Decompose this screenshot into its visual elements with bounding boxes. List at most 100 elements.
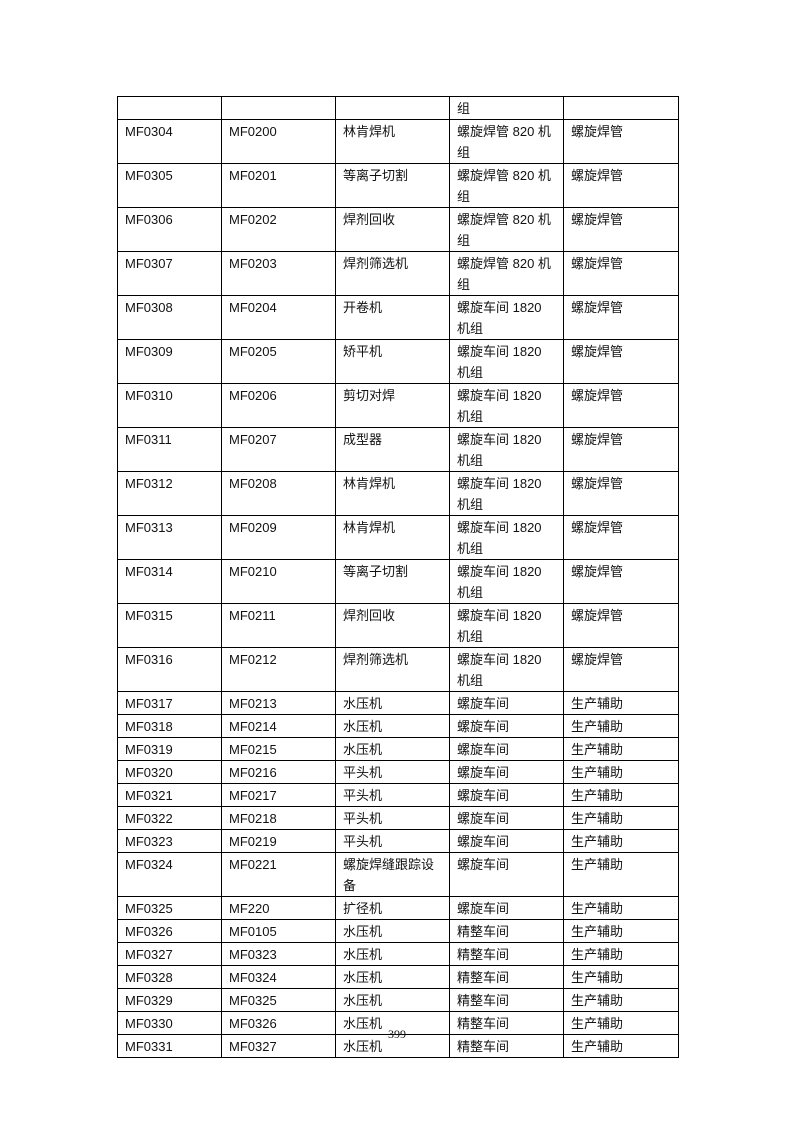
table-row: MF0314 MF0210 等离子切割 螺旋车间 1820 机组 螺旋焊管 bbox=[117, 559, 679, 604]
cell: 生产辅助 bbox=[563, 919, 679, 943]
table-row: MF0305 MF0201 等离子切割 螺旋焊管 820 机组 螺旋焊管 bbox=[117, 163, 679, 208]
cell: 生产辅助 bbox=[563, 829, 679, 853]
cell: 螺旋焊管 bbox=[563, 163, 679, 208]
cell: 精整车间 bbox=[449, 1011, 564, 1035]
cell: MF0316 bbox=[117, 647, 222, 692]
cell: 精整车间 bbox=[449, 988, 564, 1012]
table-row: MF0321 MF0217 平头机 螺旋车间 生产辅助 bbox=[117, 783, 679, 807]
cell: 生产辅助 bbox=[563, 942, 679, 966]
cell: MF0204 bbox=[221, 295, 336, 340]
cell: MF0200 bbox=[221, 119, 336, 164]
cell: MF0308 bbox=[117, 295, 222, 340]
table-row: MF0326 MF0105 水压机 精整车间 生产辅助 bbox=[117, 919, 679, 943]
cell: 螺旋焊管 bbox=[563, 251, 679, 296]
cell: 螺旋焊管 bbox=[563, 559, 679, 604]
cell: 螺旋焊缝跟踪设备 bbox=[335, 852, 450, 897]
cell: MF0325 bbox=[221, 988, 336, 1012]
cell: 螺旋焊管 bbox=[563, 427, 679, 472]
table-row: MF0324 MF0221 螺旋焊缝跟踪设备 螺旋车间 生产辅助 bbox=[117, 852, 679, 897]
cell: MF0329 bbox=[117, 988, 222, 1012]
cell: 螺旋车间 bbox=[449, 737, 564, 761]
cell: 等离子切割 bbox=[335, 163, 450, 208]
table-row: MF0316 MF0212 焊剂筛选机 螺旋车间 1820 机组 螺旋焊管 bbox=[117, 647, 679, 692]
table-row: MF0329 MF0325 水压机 精整车间 生产辅助 bbox=[117, 988, 679, 1012]
table-row: MF0304 MF0200 林肯焊机 螺旋焊管 820 机组 螺旋焊管 bbox=[117, 119, 679, 164]
cell: 螺旋车间 1820 机组 bbox=[449, 515, 564, 560]
cell: MF0213 bbox=[221, 691, 336, 715]
cell: 螺旋车间 bbox=[449, 852, 564, 897]
cell: 螺旋焊管 bbox=[563, 119, 679, 164]
cell: MF0215 bbox=[221, 737, 336, 761]
cell: 螺旋焊管 bbox=[563, 603, 679, 648]
cell: 平头机 bbox=[335, 829, 450, 853]
cell: MF0317 bbox=[117, 691, 222, 715]
table-row: MF0322 MF0218 平头机 螺旋车间 生产辅助 bbox=[117, 806, 679, 830]
cell: 平头机 bbox=[335, 783, 450, 807]
cell: 平头机 bbox=[335, 806, 450, 830]
cell: 螺旋车间 1820 机组 bbox=[449, 471, 564, 516]
table-row: MF0308 MF0204 开卷机 螺旋车间 1820 机组 螺旋焊管 bbox=[117, 295, 679, 340]
cell: 螺旋车间 1820 机组 bbox=[449, 647, 564, 692]
cell: 林肯焊机 bbox=[335, 515, 450, 560]
cell: 精整车间 bbox=[449, 942, 564, 966]
cell: 组 bbox=[449, 96, 564, 120]
cell: 焊剂筛选机 bbox=[335, 251, 450, 296]
table-row: MF0310 MF0206 剪切对焊 螺旋车间 1820 机组 螺旋焊管 bbox=[117, 383, 679, 428]
table-row: MF0312 MF0208 林肯焊机 螺旋车间 1820 机组 螺旋焊管 bbox=[117, 471, 679, 516]
cell: 水压机 bbox=[335, 942, 450, 966]
cell: 水压机 bbox=[335, 737, 450, 761]
table-row: MF0307 MF0203 焊剂筛选机 螺旋焊管 820 机组 螺旋焊管 bbox=[117, 251, 679, 296]
cell: 焊剂回收 bbox=[335, 603, 450, 648]
cell bbox=[563, 96, 679, 120]
cell: MF0216 bbox=[221, 760, 336, 784]
cell: MF0323 bbox=[221, 942, 336, 966]
cell: 螺旋焊管 820 机组 bbox=[449, 207, 564, 252]
continued-row: 组 bbox=[117, 96, 679, 120]
cell: MF0306 bbox=[117, 207, 222, 252]
table-row: MF0309 MF0205 矫平机 螺旋车间 1820 机组 螺旋焊管 bbox=[117, 339, 679, 384]
cell: 水压机 bbox=[335, 988, 450, 1012]
cell: 林肯焊机 bbox=[335, 471, 450, 516]
cell bbox=[117, 96, 222, 120]
cell: MF0311 bbox=[117, 427, 222, 472]
page-number: 399 bbox=[388, 1027, 406, 1041]
table-row: MF0330 MF0326 水压机 精整车间 生产辅助 bbox=[117, 1011, 679, 1035]
cell: MF0218 bbox=[221, 806, 336, 830]
cell: MF0219 bbox=[221, 829, 336, 853]
cell: MF0211 bbox=[221, 603, 336, 648]
cell: 焊剂筛选机 bbox=[335, 647, 450, 692]
cell: MF0214 bbox=[221, 714, 336, 738]
cell: 水压机 bbox=[335, 691, 450, 715]
cell: 精整车间 bbox=[449, 965, 564, 989]
cell: MF0330 bbox=[117, 1011, 222, 1035]
cell: MF0305 bbox=[117, 163, 222, 208]
cell: 螺旋车间 bbox=[449, 783, 564, 807]
cell: 等离子切割 bbox=[335, 559, 450, 604]
cell: MF0325 bbox=[117, 896, 222, 920]
cell: MF0326 bbox=[117, 919, 222, 943]
cell: 精整车间 bbox=[449, 1034, 564, 1058]
cell: MF0324 bbox=[117, 852, 222, 897]
cell: 螺旋车间 bbox=[449, 714, 564, 738]
cell: MF0208 bbox=[221, 471, 336, 516]
cell: 矫平机 bbox=[335, 339, 450, 384]
cell: MF0212 bbox=[221, 647, 336, 692]
table-row: MF0318 MF0214 水压机 螺旋车间 生产辅助 bbox=[117, 714, 679, 738]
cell: MF220 bbox=[221, 896, 336, 920]
cell: MF0326 bbox=[221, 1011, 336, 1035]
cell: 扩径机 bbox=[335, 896, 450, 920]
cell: 精整车间 bbox=[449, 919, 564, 943]
cell: MF0206 bbox=[221, 383, 336, 428]
table-row: MF0313 MF0209 林肯焊机 螺旋车间 1820 机组 螺旋焊管 bbox=[117, 515, 679, 560]
table-row: MF0328 MF0324 水压机 精整车间 生产辅助 bbox=[117, 965, 679, 989]
cell: 螺旋车间 1820 机组 bbox=[449, 295, 564, 340]
cell: 成型器 bbox=[335, 427, 450, 472]
cell: MF0105 bbox=[221, 919, 336, 943]
cell: 水压机 bbox=[335, 919, 450, 943]
cell: 螺旋车间 1820 机组 bbox=[449, 603, 564, 648]
cell: 螺旋焊管 bbox=[563, 295, 679, 340]
cell: 水压机 bbox=[335, 1034, 450, 1058]
cell: MF0321 bbox=[117, 783, 222, 807]
cell: MF0318 bbox=[117, 714, 222, 738]
cell: 螺旋车间 bbox=[449, 760, 564, 784]
